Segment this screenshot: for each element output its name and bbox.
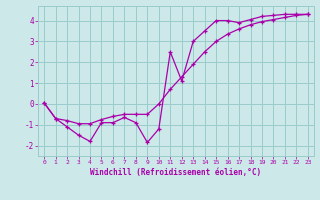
X-axis label: Windchill (Refroidissement éolien,°C): Windchill (Refroidissement éolien,°C)	[91, 168, 261, 177]
